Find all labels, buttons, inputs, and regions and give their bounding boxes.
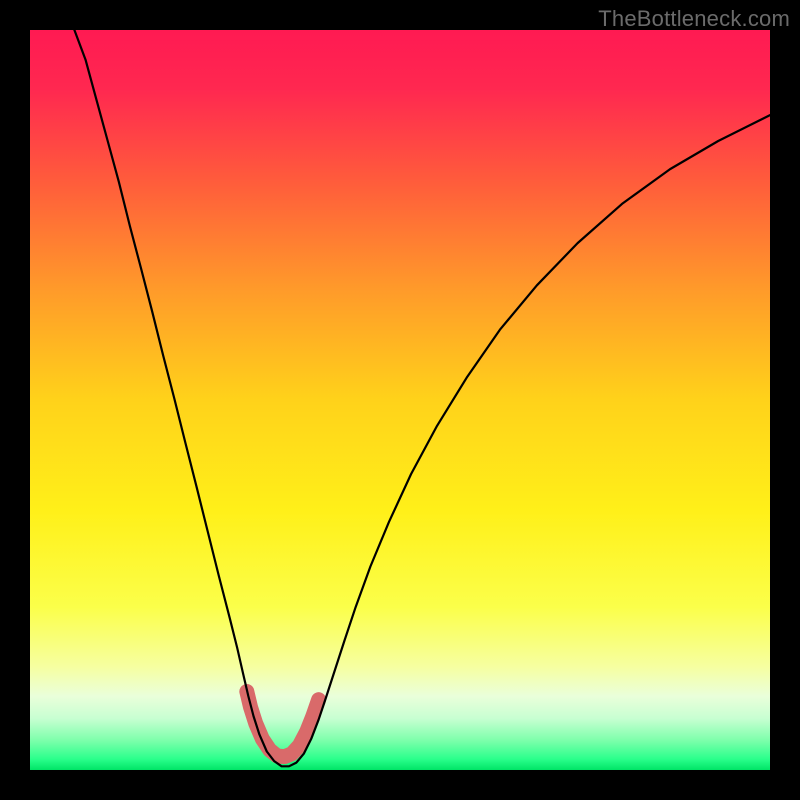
watermark-text: TheBottleneck.com	[598, 6, 790, 32]
bottleneck-chart	[30, 30, 770, 770]
chart-background	[30, 30, 770, 770]
